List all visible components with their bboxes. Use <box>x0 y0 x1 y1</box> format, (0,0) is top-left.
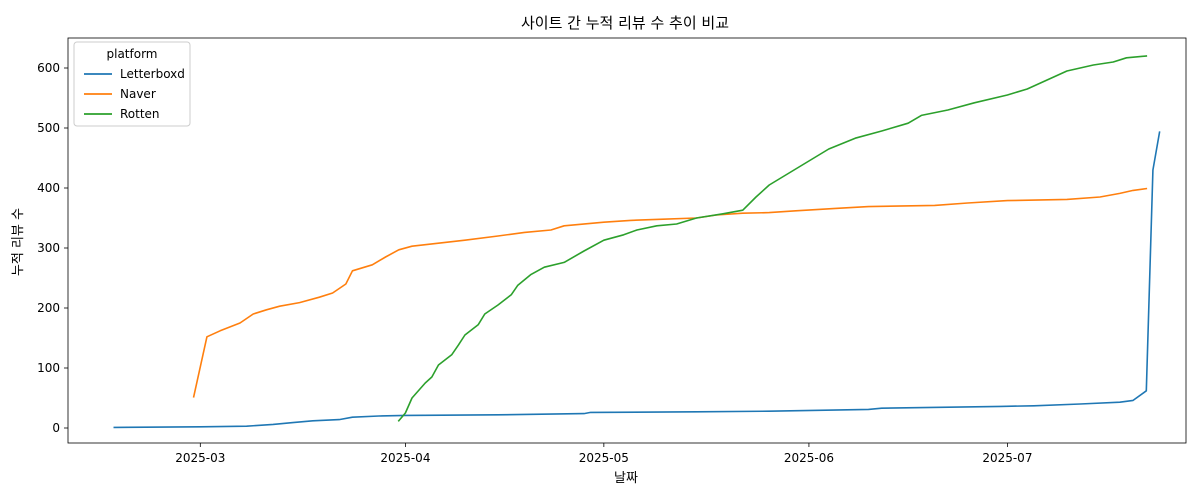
x-tick-label: 2025-04 <box>380 451 430 465</box>
plot-frame <box>67 37 1187 444</box>
y-tick-label: 500 <box>37 121 60 135</box>
x-tick-label: 2025-03 <box>175 451 225 465</box>
legend-label-rotten: Rotten <box>120 107 160 121</box>
y-tick-label: 400 <box>37 181 60 195</box>
x-tick-label: 2025-05 <box>579 451 629 465</box>
y-axis-label: 누적 리뷰 수 <box>11 208 26 276</box>
y-tick-label: 0 <box>52 421 60 435</box>
series-line-rotten <box>397 55 1148 422</box>
x-tick-label: 2025-06 <box>784 451 834 465</box>
legend-label-naver: Naver <box>120 87 156 101</box>
x-axis: 2025-03 2025-04 2025-05 2025-06 2025-07 <box>175 443 1032 465</box>
series-line-letterboxd <box>113 131 1161 429</box>
x-tick-label: 2025-07 <box>982 451 1032 465</box>
y-tick-label: 600 <box>37 61 60 75</box>
y-tick-label: 300 <box>37 241 60 255</box>
series-line-naver <box>192 187 1148 398</box>
y-tick-label: 100 <box>37 361 60 375</box>
x-axis-label: 날짜 <box>614 471 638 486</box>
chart-title: 사이트 간 누적 리뷰 수 추이 비교 <box>521 14 729 32</box>
legend-label-letterboxd: Letterboxd <box>120 67 185 81</box>
legend-box <box>73 41 191 127</box>
legend-title: platform <box>107 47 158 61</box>
plot-area <box>67 37 1187 444</box>
y-tick-label: 200 <box>37 301 60 315</box>
y-axis: 0 100 200 300 400 500 600 <box>37 61 68 435</box>
legend: platform Letterboxd Naver Rotten <box>73 41 191 127</box>
